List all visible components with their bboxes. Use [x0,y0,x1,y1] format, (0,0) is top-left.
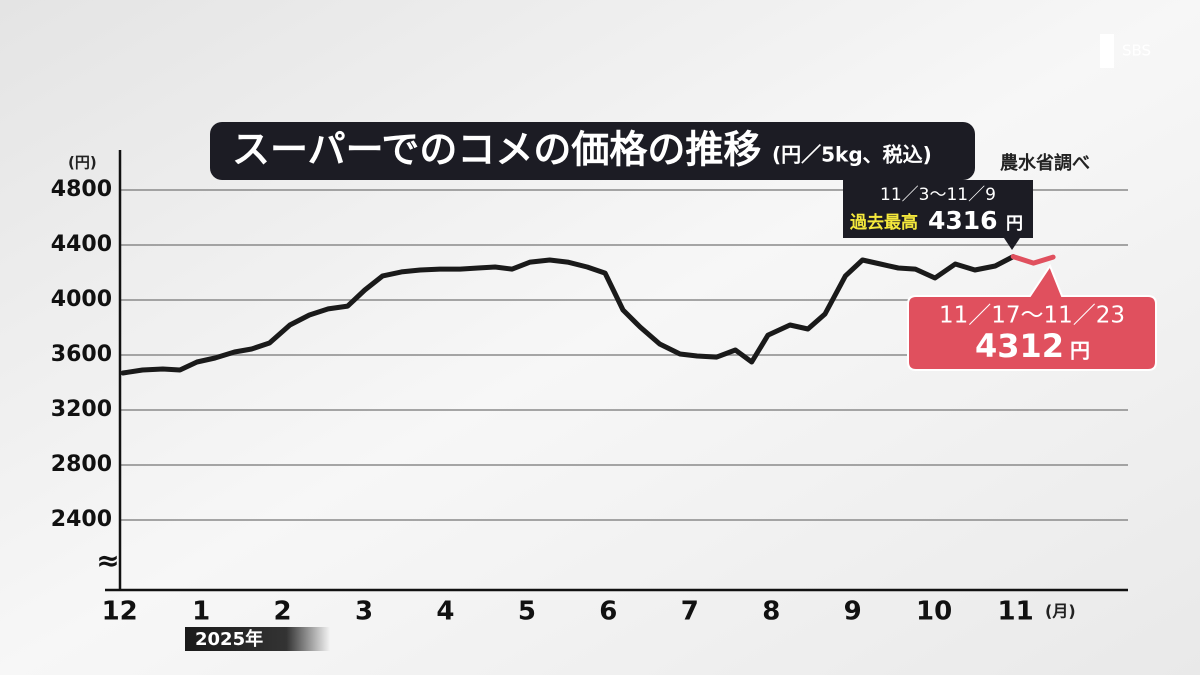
x-tick-label: 3 [355,597,373,627]
annotation-value: 4316 [928,206,998,235]
annotation-note: 過去最高 [850,212,918,233]
y-unit: (円) [68,154,97,172]
x-tick-label: 12 [102,597,138,627]
x-tick-label: 8 [762,597,780,627]
axis-break: ≈ [96,544,119,577]
y-tick-label: 4000 [51,287,112,312]
x-tick-label: 1 [192,597,210,627]
x-tick-label: 2 [274,597,292,627]
annotation-box [907,263,1157,371]
y-tick-label: 2400 [51,507,112,532]
logo-mark [1100,34,1114,68]
title-box [210,122,975,180]
x-tick-label: 7 [681,597,699,627]
year-label: 2025年 [195,628,263,650]
x-tick-label: 10 [916,597,952,627]
x-unit: (月) [1045,602,1076,621]
annotation-date: 11／17～11／23 [939,303,1125,329]
line [1010,254,1056,266]
line [120,254,1016,376]
x-tick-label: 5 [518,597,536,627]
x-tick-label: 4 [436,597,454,627]
annotation-date: 11／3～11／9 [880,185,996,205]
chart-title: スーパーでのコメの価格の推移 [232,128,761,172]
x-tick-label: 9 [844,597,862,627]
source: 農水省調べ [1000,152,1090,174]
x-tick-label: 11 [998,597,1034,627]
y-tick-label: 4400 [51,232,112,257]
y-tick-label: 3200 [51,397,112,422]
logo: SBS [1122,42,1151,60]
annotation-box [843,180,1033,250]
annotation-unit: 円 [1006,214,1023,234]
y-tick-label: 4800 [51,177,112,202]
annotation-unit: 円 [1070,339,1090,363]
annotation-value: 4312 [975,327,1064,365]
y-tick-label: 3600 [51,342,112,367]
x-tick-label: 6 [599,597,617,627]
y-tick-label: 2800 [51,452,112,477]
year-box [185,627,330,651]
title-unit: (円／5kg、税込) [772,143,932,167]
